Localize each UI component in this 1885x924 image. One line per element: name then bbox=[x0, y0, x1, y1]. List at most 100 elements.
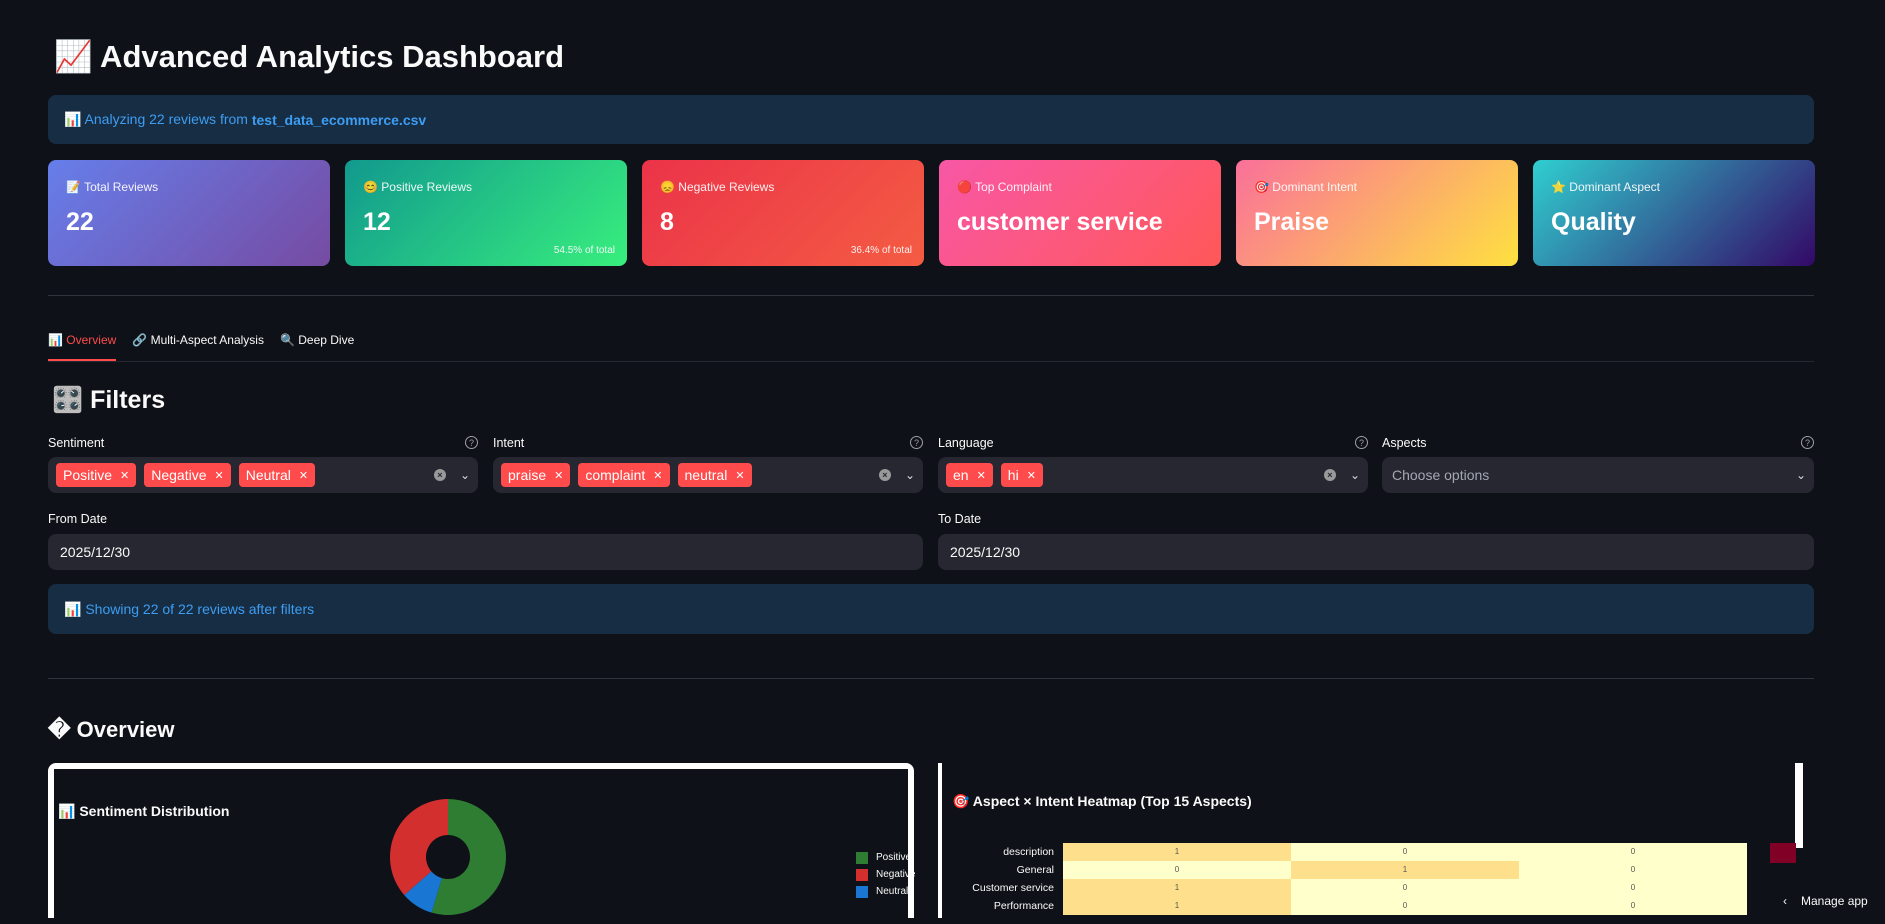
clear-icon[interactable]: × bbox=[433, 469, 446, 481]
remove-icon[interactable]: ✕ bbox=[298, 469, 309, 482]
pie-slice-neutral[interactable] bbox=[404, 871, 442, 913]
legend-swatch bbox=[856, 851, 868, 864]
legend-swatch bbox=[856, 868, 868, 881]
chevron-down-icon[interactable]: ⌄ bbox=[904, 468, 915, 482]
heatmap-cell[interactable]: 0 bbox=[1291, 897, 1519, 915]
tab-deep-dive[interactable]: 🔍 Deep Dive bbox=[279, 333, 355, 347]
heatmap-panel: 🎯 Aspect × Intent Heatmap (Top 15 Aspect… bbox=[938, 763, 1804, 918]
heatmap-cell[interactable]: 0 bbox=[1519, 897, 1747, 915]
heatmap-cell[interactable]: 0 bbox=[1291, 879, 1519, 897]
metric-label: 🎯 Dominant Intent bbox=[1254, 180, 1500, 194]
filter-chip[interactable]: complaint ✕ bbox=[578, 463, 670, 487]
metric-label-text: Top Complaint bbox=[975, 180, 1052, 194]
metric-icon: 😊 bbox=[363, 180, 378, 194]
heatmap-cell[interactable]: 1 bbox=[1063, 897, 1291, 915]
from-date-input[interactable]: 2025/12/30 bbox=[48, 534, 923, 570]
metric-icon: 🎯 bbox=[1254, 180, 1269, 194]
aspects-multiselect[interactable]: Choose options ⌄ bbox=[1382, 457, 1814, 493]
metric-card: 🔴 Top Complaint customer service bbox=[939, 160, 1221, 266]
legend-label: Positive bbox=[876, 852, 912, 863]
aspects-placeholder: Choose options bbox=[1392, 467, 1490, 483]
pie-slice-negative[interactable] bbox=[390, 799, 448, 895]
metric-value: 22 bbox=[66, 208, 94, 236]
sentiment-chart-panel: 📊 Sentiment Distribution Positive Negativ… bbox=[48, 763, 915, 918]
heatmap-cell[interactable]: 1 bbox=[1063, 879, 1291, 897]
heatmap-cell[interactable]: 0 bbox=[1063, 861, 1291, 879]
filter-chip[interactable]: neutral ✕ bbox=[677, 463, 752, 487]
filter-chip[interactable]: hi ✕ bbox=[1000, 463, 1043, 487]
heatmap-cell[interactable]: 1 bbox=[1063, 843, 1291, 861]
remove-icon[interactable]: ✕ bbox=[976, 469, 986, 482]
chip-label: Positive bbox=[63, 467, 113, 483]
metric-card: ⭐ Dominant Aspect Quality bbox=[1533, 160, 1815, 266]
remove-icon[interactable]: ✕ bbox=[653, 469, 663, 482]
chevron-down-icon[interactable]: ⌄ bbox=[1349, 468, 1360, 482]
metric-value: Quality bbox=[1551, 208, 1636, 236]
to-date-label: To Date bbox=[938, 512, 982, 526]
metric-subtext: 36.4% of total bbox=[850, 245, 912, 256]
language-multiselect[interactable]: en ✕ hi ✕ × ⌄ bbox=[938, 457, 1368, 493]
chevron-down-icon[interactable]: ⌄ bbox=[459, 468, 470, 482]
remove-icon[interactable]: ✕ bbox=[120, 469, 130, 482]
metric-label-text: Dominant Aspect bbox=[1569, 180, 1661, 194]
clear-icon[interactable]: × bbox=[878, 469, 891, 481]
legend-label: Neutral bbox=[876, 886, 909, 897]
info-banner: 📊 Analyzing 22 reviews from test_data_ec… bbox=[48, 95, 1814, 144]
tab-divider bbox=[48, 361, 1814, 362]
filter-chip[interactable]: Neutral ✕ bbox=[238, 463, 316, 487]
metric-card: 📝 Total Reviews 22 bbox=[48, 160, 330, 266]
legend-swatch bbox=[856, 885, 868, 898]
heatmap-cell[interactable]: 0 bbox=[1291, 843, 1519, 861]
help-icon[interactable]: ? bbox=[910, 436, 923, 449]
chip-label: praise bbox=[508, 467, 547, 483]
label-text: Intent bbox=[493, 436, 525, 450]
legend-item[interactable]: Neutral bbox=[856, 883, 915, 900]
remove-icon[interactable]: ✕ bbox=[554, 469, 564, 482]
legend-item[interactable]: Positive bbox=[856, 849, 915, 866]
heatmap-colorbar bbox=[1770, 843, 1796, 863]
heatmap-cell[interactable]: 0 bbox=[1519, 879, 1747, 897]
filter-chip[interactable]: Negative ✕ bbox=[144, 463, 231, 487]
filters-heading: 🎛️ Filters bbox=[52, 386, 166, 414]
help-icon[interactable]: ? bbox=[1355, 436, 1368, 449]
legend-label: Negative bbox=[876, 869, 916, 880]
pie-slice-positive[interactable] bbox=[431, 799, 506, 915]
label-text: Sentiment bbox=[48, 436, 105, 450]
metric-icon: 📝 bbox=[66, 180, 81, 194]
tab-overview[interactable]: 📊 Overview bbox=[48, 333, 117, 361]
heatmap-cell[interactable]: 0 bbox=[1519, 861, 1747, 879]
filter-chip[interactable]: praise ✕ bbox=[501, 463, 571, 487]
filter-chip[interactable]: en ✕ bbox=[946, 463, 993, 487]
intent-multiselect[interactable]: praise ✕ complaint ✕ neutral ✕ × ⌄ bbox=[493, 457, 923, 493]
heatmap-cell[interactable]: 1 bbox=[1291, 861, 1519, 879]
aspects-label: Aspects? bbox=[1382, 436, 1814, 450]
heatmap-row-label: description bbox=[1003, 846, 1054, 858]
chip-label: Neutral bbox=[245, 467, 291, 483]
label-text: Aspects bbox=[1382, 436, 1427, 450]
heatmap-cell[interactable]: 0 bbox=[1519, 843, 1747, 861]
remove-icon[interactable]: ✕ bbox=[214, 469, 224, 482]
metric-label: 🔴 Top Complaint bbox=[957, 180, 1203, 194]
tab-multi-aspect-analysis[interactable]: 🔗 Multi-Aspect Analysis bbox=[132, 333, 264, 347]
metric-card: 😞 Negative Reviews 8 36.4% of total bbox=[642, 160, 924, 266]
manage-app-button[interactable]: ‹ Manage app bbox=[1773, 886, 1885, 916]
metric-label: 😞 Negative Reviews bbox=[660, 180, 906, 194]
clear-icon[interactable]: × bbox=[1323, 469, 1336, 481]
help-icon[interactable]: ? bbox=[465, 436, 478, 449]
legend-item[interactable]: Negative bbox=[856, 866, 915, 883]
remove-icon[interactable]: ✕ bbox=[735, 469, 745, 482]
metric-label: 😊 Positive Reviews bbox=[363, 180, 609, 194]
panel-border bbox=[1795, 763, 1803, 848]
chart-title: 🎯 Aspect × Intent Heatmap (Top 15 Aspect… bbox=[952, 793, 1252, 809]
metric-label-text: Negative Reviews bbox=[678, 180, 775, 194]
to-date-input[interactable]: 2025/12/30 bbox=[938, 534, 1814, 570]
page-title: 📈 Advanced Analytics Dashboard bbox=[54, 39, 565, 74]
chart-legend: Positive Negative Neutral bbox=[856, 849, 915, 900]
help-icon[interactable]: ? bbox=[1801, 436, 1814, 449]
metric-value: 8 bbox=[660, 208, 674, 236]
chevron-down-icon[interactable]: ⌄ bbox=[1795, 468, 1806, 482]
sentiment-multiselect[interactable]: Positive ✕ Negative ✕ Neutral ✕ × ⌄ bbox=[48, 457, 478, 493]
metric-value: 12 bbox=[363, 208, 391, 236]
filter-chip[interactable]: Positive ✕ bbox=[56, 463, 137, 487]
remove-icon[interactable]: ✕ bbox=[1026, 469, 1036, 482]
